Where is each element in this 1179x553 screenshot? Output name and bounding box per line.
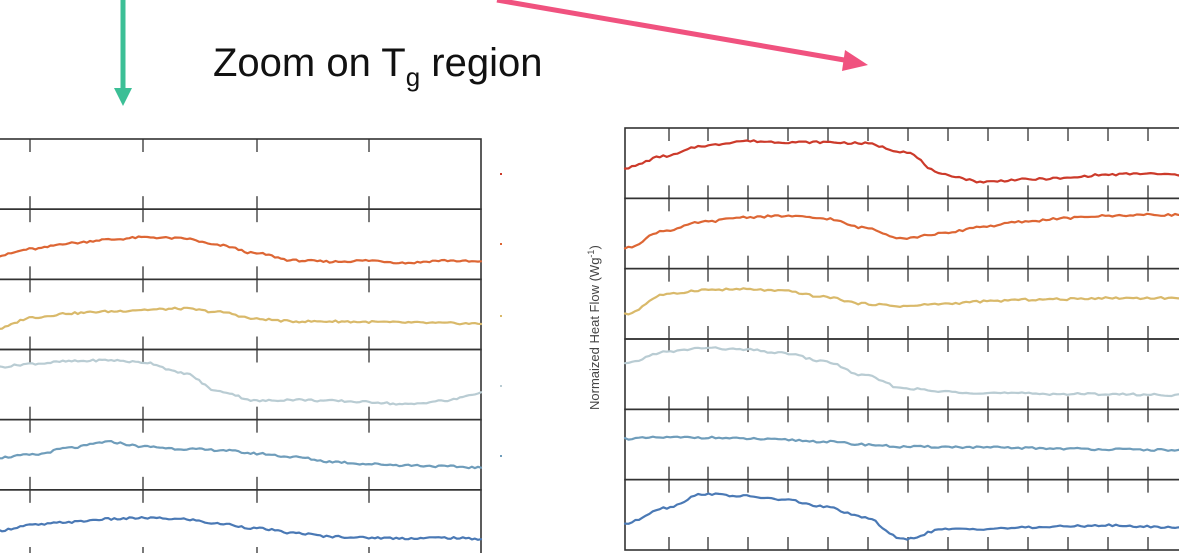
heading-subscript: g: [406, 62, 420, 92]
chart-panel: [0, 489, 483, 553]
series-line: [623, 287, 1179, 316]
panel-frame: [0, 208, 482, 281]
down-arrow-icon: [114, 0, 132, 106]
arrow-head: [114, 88, 132, 106]
chart-panel: [623, 197, 1179, 270]
heading-main: Zoom on T: [213, 41, 406, 85]
panel-frame: [0, 138, 482, 210]
panel-frame: [0, 489, 482, 553]
y-axis-label: Normaized Heat Flow (Wg-1): [586, 245, 602, 410]
series-line: [0, 235, 483, 265]
chart-panel: [623, 127, 1179, 200]
series-line: [623, 435, 1179, 452]
chart-panel: [0, 348, 483, 421]
right-stacked-chart: [623, 127, 1179, 551]
stray-mark: [500, 243, 502, 245]
series-line: [623, 346, 1179, 398]
left-stacked-chart: [0, 138, 502, 553]
y-axis-label-main: Normaized Heat Flow (Wg: [587, 258, 602, 410]
chart-panel: [0, 278, 483, 351]
chart-panel: [0, 208, 483, 281]
chart-panel: [623, 338, 1179, 411]
zoom-heading: Zoom on Tg region: [213, 41, 542, 92]
series-line: [623, 139, 1179, 184]
panel-frame: [0, 348, 482, 421]
stray-mark: [500, 315, 502, 317]
y-axis-label-close: ): [587, 245, 602, 249]
panel-frame: [624, 478, 1179, 551]
arrow-head: [842, 50, 868, 71]
series-line: [623, 212, 1179, 250]
series-line: [0, 358, 483, 406]
chart-panel: [0, 418, 483, 491]
series-line: [623, 492, 1179, 541]
series-line: [0, 516, 483, 541]
stray-mark: [500, 385, 502, 387]
y-axis-label-superscript: -1: [586, 250, 596, 258]
series-line: [0, 306, 483, 330]
diagonal-arrow-icon: [496, 0, 868, 71]
chart-panel: [623, 408, 1179, 481]
chart-panel: [623, 478, 1179, 551]
series-line: [0, 440, 483, 470]
chart-panel: [623, 267, 1179, 340]
stray-mark: [500, 173, 502, 175]
chart-panel: [0, 138, 482, 210]
panel-frame: [0, 418, 482, 491]
stray-mark: [500, 455, 502, 457]
heading-suffix: region: [420, 41, 542, 85]
arrow-shaft: [496, 0, 851, 64]
